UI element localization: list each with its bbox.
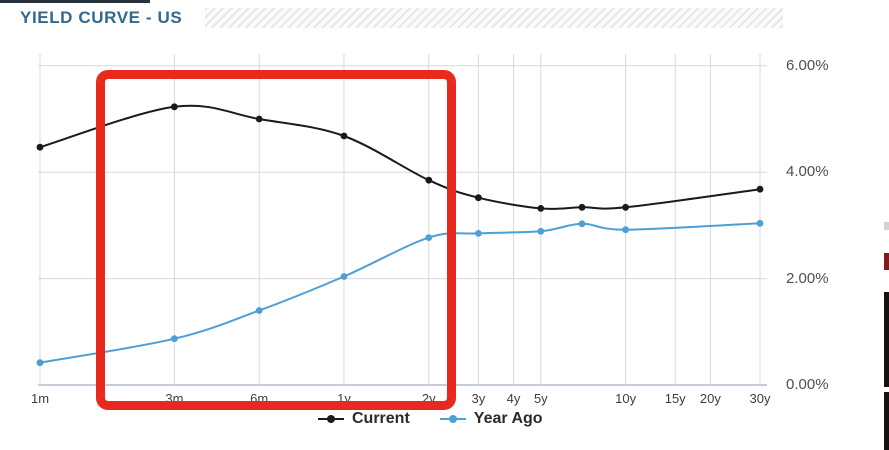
data-point[interactable]	[756, 219, 764, 227]
x-tick-label-1y: 1y	[337, 391, 351, 406]
legend-label-current: Current	[352, 410, 410, 427]
clipped-right-edge-gray	[884, 222, 889, 230]
x-tick-label-10y: 10y	[615, 391, 637, 406]
year-ago-dot-icon	[448, 415, 457, 423]
legend-item-current[interactable]: Current	[318, 410, 410, 428]
data-point[interactable]	[537, 205, 545, 212]
clipped-top-edge	[0, 0, 150, 3]
x-tick-label-6m: 6m	[250, 391, 269, 406]
x-tick-label-1m: 1m	[30, 391, 50, 406]
data-point[interactable]	[475, 194, 482, 202]
y-tick-label-4: 4.00%	[786, 163, 829, 181]
data-point[interactable]	[425, 234, 433, 242]
series-line-year-ago	[39, 222, 761, 364]
y-tick-label-6: 6.00%	[786, 56, 829, 74]
current-dot-icon	[327, 415, 335, 423]
clipped-right-edge-dark-1	[884, 292, 889, 387]
x-tick-label-4y: 4y	[506, 391, 521, 406]
page-title: YIELD CURVE - US	[20, 8, 183, 27]
data-point[interactable]	[36, 143, 44, 151]
data-point[interactable]	[36, 359, 44, 367]
chart-legend: Current Year Ago	[318, 410, 543, 428]
x-tick-label-3m: 3m	[165, 391, 184, 406]
data-point[interactable]	[475, 230, 482, 237]
clipped-right-edge-red	[884, 253, 889, 270]
data-point[interactable]	[578, 203, 586, 211]
data-point[interactable]	[171, 335, 178, 343]
data-point[interactable]	[425, 176, 433, 184]
year-ago-line-marker	[439, 415, 466, 423]
legend-item-year-ago[interactable]: Year Ago	[439, 410, 543, 428]
x-tick-label-2y: 2y	[421, 391, 436, 406]
clipped-right-edge-dark-2	[884, 392, 889, 450]
series-line-current	[39, 104, 761, 210]
data-point[interactable]	[622, 203, 629, 211]
x-tick-label-20y: 20y	[699, 391, 721, 406]
legend-label-year-ago: Year Ago	[473, 410, 543, 427]
data-point[interactable]	[578, 220, 586, 228]
current-line-marker	[318, 415, 344, 423]
data-point[interactable]	[340, 273, 348, 280]
data-point[interactable]	[340, 132, 348, 140]
x-tick-label-30y: 30y	[749, 391, 771, 406]
y-tick-label-0: 0.00%	[786, 376, 829, 393]
x-tick-label-15y: 15y	[664, 391, 686, 406]
data-point[interactable]	[622, 226, 629, 234]
data-point[interactable]	[255, 307, 263, 314]
hatch-decoration	[205, 8, 783, 28]
x-tick-label-3y: 3y	[471, 391, 486, 406]
x-tick-label-5y: 5y	[533, 391, 548, 406]
data-point[interactable]	[756, 185, 764, 193]
data-point[interactable]	[255, 115, 263, 123]
data-point[interactable]	[537, 227, 545, 235]
data-point[interactable]	[171, 103, 178, 111]
y-tick-label-2: 2.00%	[786, 269, 829, 287]
